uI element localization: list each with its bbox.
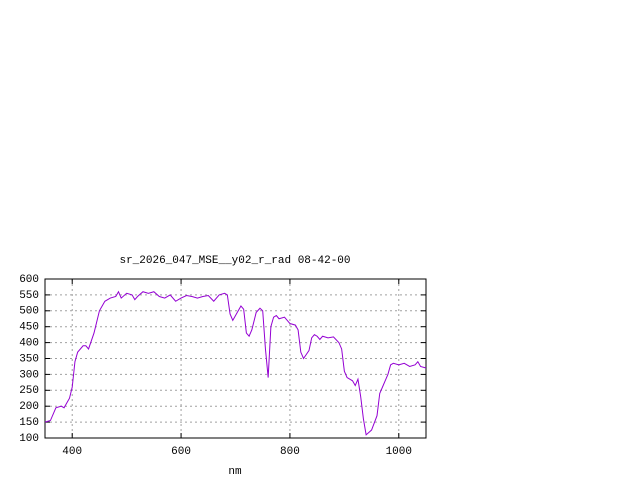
- y-tick-label: 200: [19, 401, 39, 413]
- y-tick-label: 250: [19, 385, 39, 397]
- y-tick-label: 300: [19, 369, 39, 381]
- y-tick-label: 450: [19, 322, 39, 334]
- y-tick-label: 400: [19, 338, 39, 350]
- plot-frame: [44, 278, 427, 439]
- x-tick-label: 800: [280, 446, 300, 458]
- y-tick-label: 150: [19, 417, 39, 429]
- y-tick-label: 350: [19, 353, 39, 365]
- data-line: [44, 290, 427, 436]
- y-tick-label: 500: [19, 306, 39, 318]
- chart-title: sr_2026_047_MSE__y02_r_rad 08-42-00: [119, 255, 350, 267]
- x-tick-label: 1000: [386, 446, 412, 458]
- x-axis-label: nm: [228, 466, 242, 478]
- y-tick-label: 100: [19, 433, 39, 445]
- x-tick-label: 600: [171, 446, 191, 458]
- y-tick-label: 600: [19, 274, 39, 286]
- x-tick-label: 400: [62, 446, 82, 458]
- y-tick-label: 550: [19, 290, 39, 302]
